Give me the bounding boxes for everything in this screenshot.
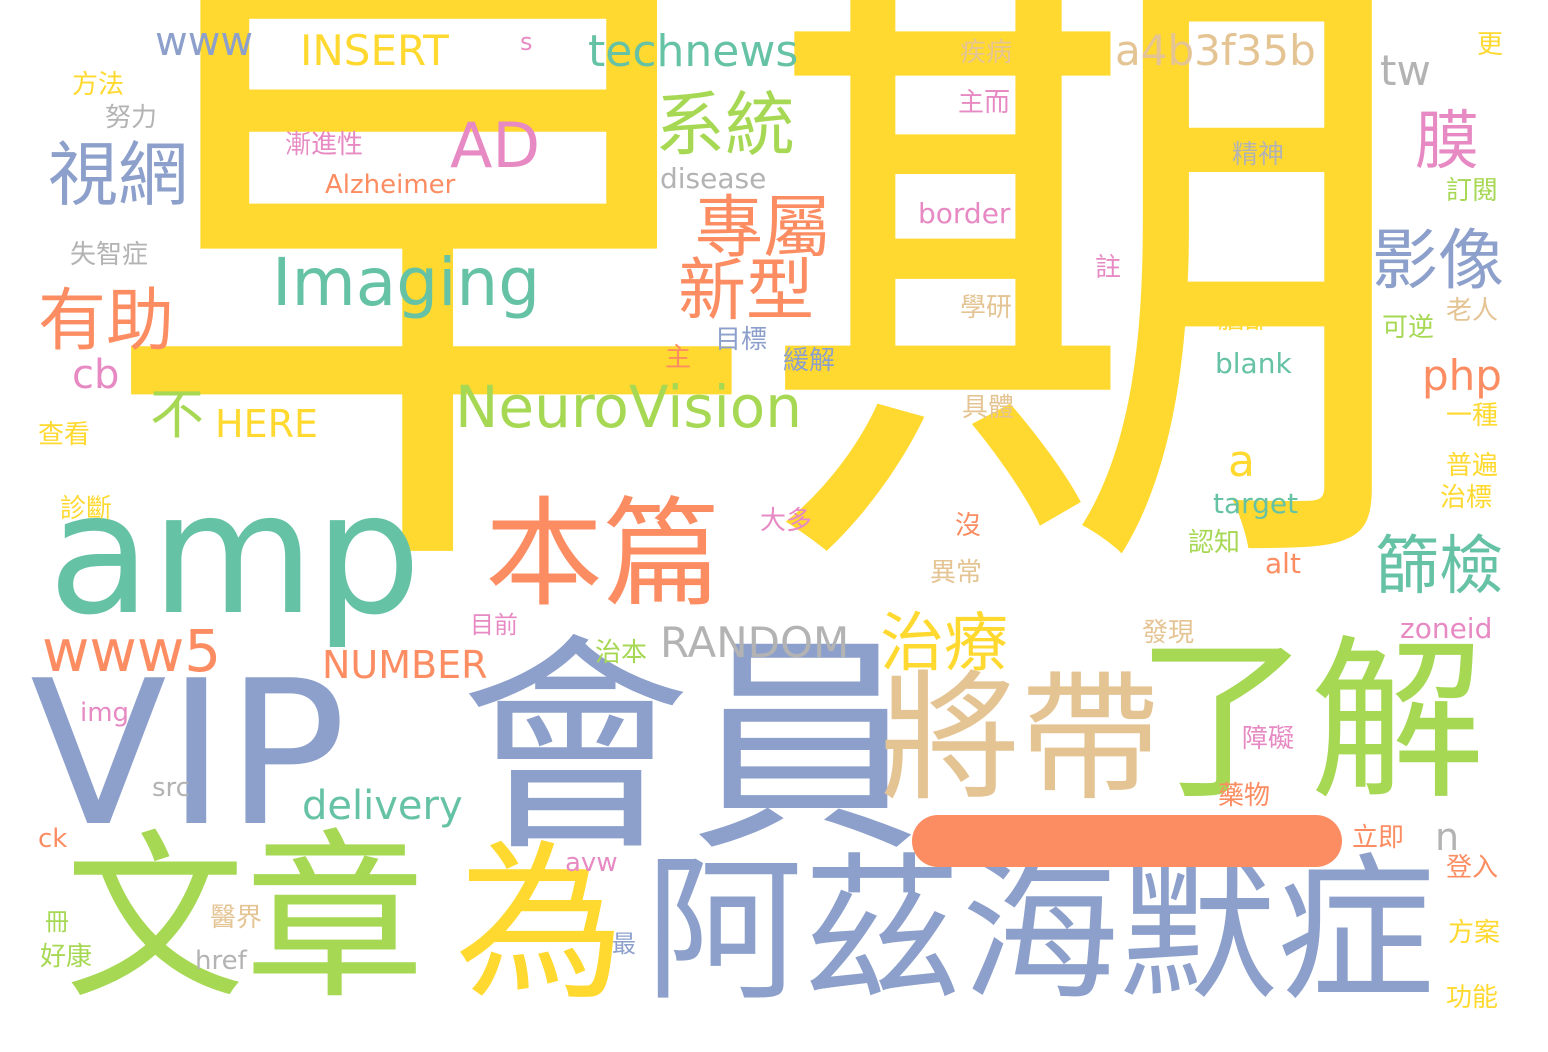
word-www: www <box>155 19 254 65</box>
word-bu: 不 <box>150 383 204 446</box>
word-www5: www5 <box>42 617 222 685</box>
word-xitong: 系統 <box>655 84 795 166</box>
word-zhuer: 主而 <box>958 88 1011 118</box>
word-hash: a4b3f35b <box>1115 26 1316 75</box>
word-jianjinxing: 漸進性 <box>285 130 364 160</box>
word-disease: disease <box>660 162 767 195</box>
word-yizhong: 一種 <box>1446 401 1499 431</box>
word-zhenduan: 診斷 <box>60 494 113 524</box>
word-jingshen: 精神 <box>1232 140 1285 170</box>
word-tw: tw <box>1380 46 1431 95</box>
word-zhu: 主 <box>665 343 692 373</box>
word-delivery: delivery <box>302 783 463 829</box>
word-daduo: 大多 <box>760 506 813 536</box>
word-geng: 更 <box>1477 30 1504 60</box>
word-yaowu: 藥物 <box>1218 781 1271 811</box>
word-neurovision: NeuroVision <box>455 373 802 441</box>
word-src: src <box>152 773 190 803</box>
word-fangan: 方案 <box>1448 918 1501 948</box>
word-naobu: 腦部 <box>1218 305 1271 335</box>
word-gongneng: 功能 <box>1446 983 1499 1013</box>
word-zhu_note: 註 <box>1095 253 1122 283</box>
word-kenie: 可逆 <box>1382 313 1435 343</box>
word-href: href <box>195 946 247 976</box>
word-a: a <box>1228 436 1255 487</box>
word-vip: VIP <box>30 638 347 871</box>
word-fangfa: 方法 <box>72 70 125 100</box>
word-shiwang: 視網 <box>48 134 188 216</box>
word-pubian: 普遍 <box>1446 451 1499 481</box>
word-number: NUMBER <box>322 643 488 687</box>
word-renzhi: 認知 <box>1188 528 1241 558</box>
word-haokang: 好康 <box>40 942 93 972</box>
word-zaoqi: 早期 <box>100 0 1420 654</box>
word-mubiao: 目標 <box>715 325 768 355</box>
word-zhiben: 治本 <box>595 638 648 668</box>
word-shaijian: 篩檢 <box>1375 530 1503 604</box>
word-mei: 沒 <box>955 511 982 541</box>
word-border: border <box>918 197 1011 230</box>
word-blank: blank <box>1215 347 1292 380</box>
word-ck: ck <box>38 824 68 854</box>
word-liaojie: 了解 <box>1135 621 1485 824</box>
word-target: target <box>1213 487 1299 520</box>
word-nuli: 努力 <box>105 103 158 133</box>
word-ad: AD <box>450 109 541 182</box>
word-insert: INSERT <box>300 26 449 75</box>
word-xinxing: 新型 <box>678 252 815 331</box>
word-php: php <box>1422 351 1502 400</box>
word-imaging: Imaging <box>272 244 541 321</box>
word-yijie: 醫界 <box>210 903 263 933</box>
word-xueyan: 學研 <box>960 293 1013 323</box>
word-avw: avw <box>565 848 618 878</box>
word-zhibiao: 治標 <box>1440 483 1493 513</box>
word-yichang: 異常 <box>930 558 983 588</box>
word-huanjie: 緩解 <box>783 346 836 376</box>
word-huiyuan: 會員 <box>460 616 921 883</box>
word-shizhizheng: 失智症 <box>70 240 149 270</box>
word-youzhu: 有助 <box>38 282 175 361</box>
word-dengru: 登入 <box>1446 853 1499 883</box>
word-laoren: 老人 <box>1446 296 1499 326</box>
word-amp: amp <box>48 456 422 652</box>
word-s: s <box>520 28 533 56</box>
word-wenzhang: 文章 <box>65 815 426 1024</box>
word-dingyue: 訂閱 <box>1446 176 1499 206</box>
word-zhuanshu: 專屬 <box>695 189 832 268</box>
word-jibing: 疾病 <box>960 38 1013 68</box>
word-alzheimer: Alzheimer <box>325 170 456 200</box>
word-ce: 冊 <box>45 908 69 936</box>
word-zhangai: 障礙 <box>1242 724 1295 754</box>
word-zoneid: zoneid <box>1400 612 1493 645</box>
word-chakan: 查看 <box>38 420 91 450</box>
word-here: HERE <box>215 402 318 446</box>
word-cb: cb <box>72 352 120 398</box>
word-juti: 具體 <box>962 393 1015 423</box>
word-jiangdai: 將帶 <box>880 658 1161 821</box>
word-zhiliao: 治療 <box>880 607 1008 681</box>
word-azhm: 阿茲海默症 <box>645 839 1435 1023</box>
word-liji: 立即 <box>1352 823 1405 853</box>
word-wei: 為 <box>455 826 626 1024</box>
word-yingxiang: 影像 <box>1372 222 1504 299</box>
word-random: RANDOM <box>660 618 850 667</box>
word-n: n <box>1435 815 1460 859</box>
word-mo: 膜 <box>1415 105 1479 179</box>
decorative-bar <box>912 815 1342 867</box>
word-alt: alt <box>1265 547 1301 580</box>
word-technews: technews <box>588 26 799 77</box>
word-benpian: 本篇 <box>485 485 722 623</box>
word-faxian: 發現 <box>1142 618 1195 648</box>
word-zui: 最 <box>612 930 636 958</box>
word-muqian: 目前 <box>470 611 518 639</box>
word-img: img <box>80 698 130 728</box>
